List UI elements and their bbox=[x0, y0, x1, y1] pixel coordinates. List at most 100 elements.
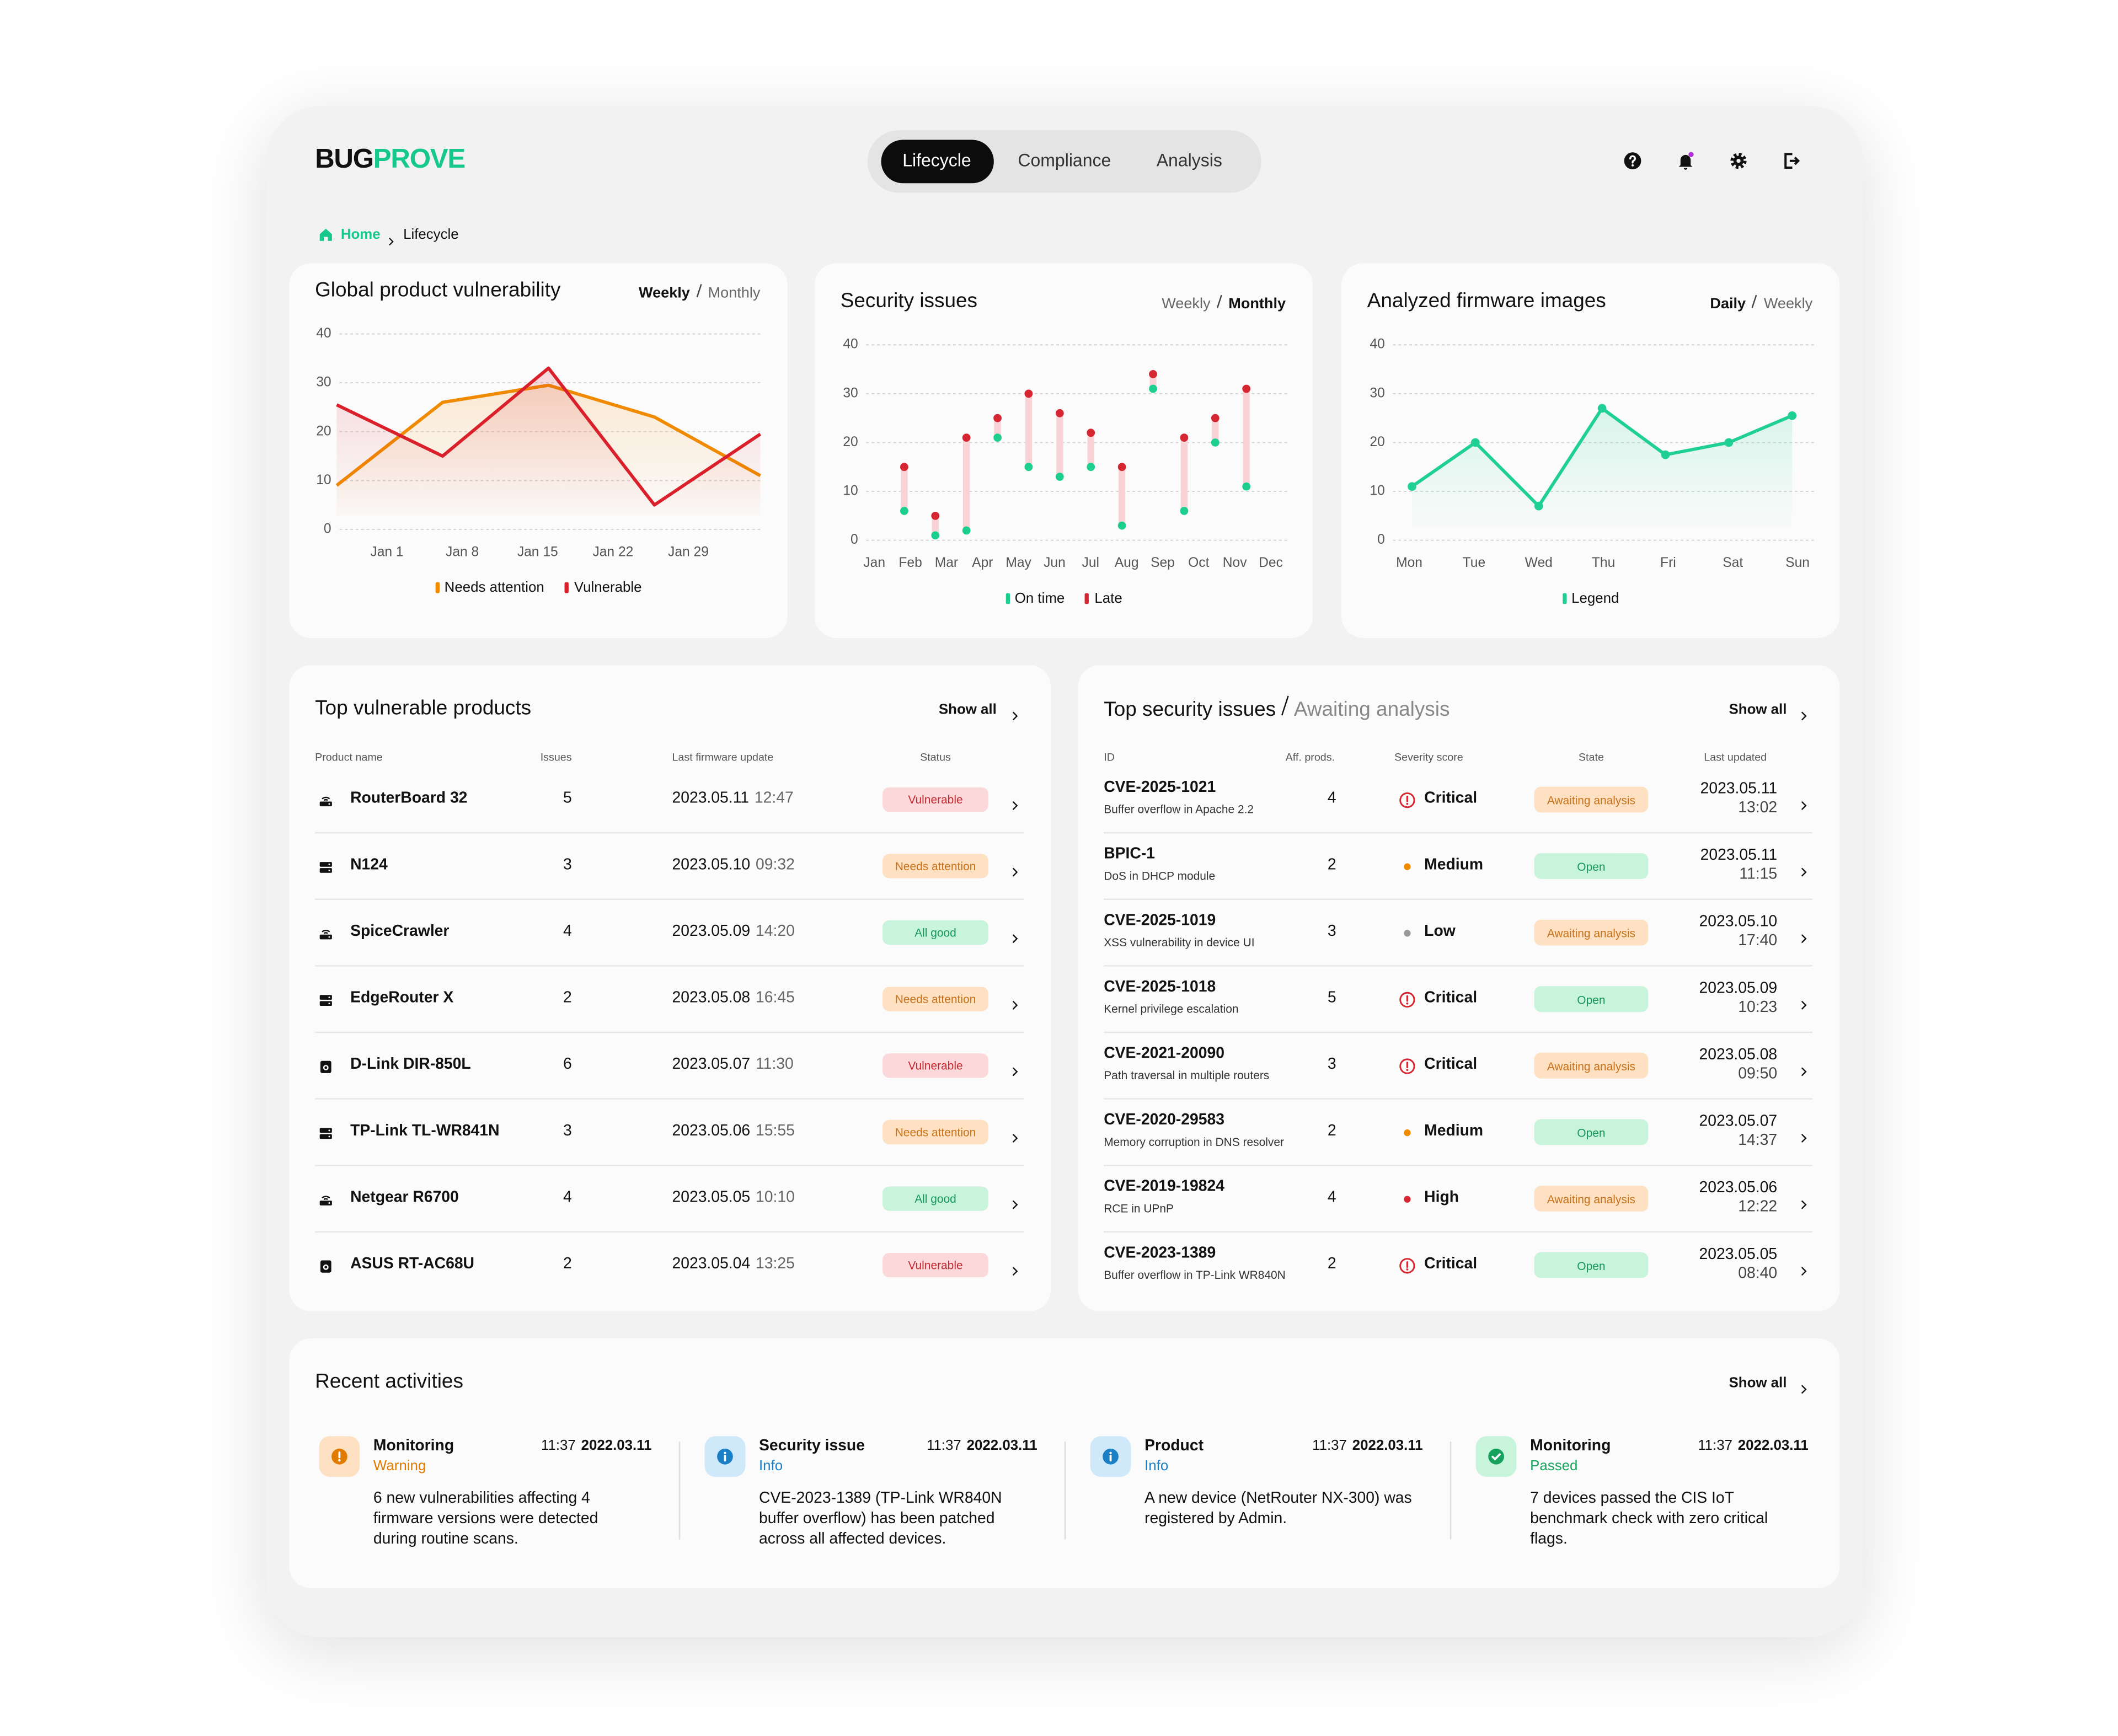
point bbox=[1242, 482, 1251, 491]
x-tick-label: Mon bbox=[1396, 555, 1422, 570]
chevron-icon[interactable] bbox=[1008, 1259, 1020, 1275]
icon-part bbox=[1405, 1267, 1408, 1270]
date: 2023.05.06 bbox=[672, 1123, 751, 1140]
help-icon[interactable] bbox=[1622, 150, 1642, 170]
tab[interactable]: Lifecycle bbox=[902, 150, 971, 170]
point bbox=[1242, 384, 1251, 393]
breadcrumb-current: Lifecycle bbox=[403, 226, 459, 243]
chevron-icon[interactable] bbox=[1797, 1377, 1809, 1393]
state-badge: Open bbox=[1534, 853, 1649, 879]
firmware-update: 2023.05.10 09:32 bbox=[672, 857, 794, 875]
chevron-icon[interactable] bbox=[1008, 704, 1020, 720]
chevron-icon[interactable] bbox=[1008, 1059, 1020, 1075]
chevron-icon[interactable] bbox=[1797, 926, 1809, 942]
bell-icon[interactable] bbox=[1675, 150, 1695, 170]
toggle-option[interactable]: Weekly bbox=[1162, 296, 1211, 313]
column-header: Status bbox=[920, 751, 951, 764]
icon-part bbox=[328, 936, 330, 938]
logout-icon[interactable] bbox=[1780, 150, 1801, 170]
toggle-option[interactable]: Daily bbox=[1710, 296, 1746, 313]
issue-id: CVE-2025-1018 bbox=[1104, 979, 1216, 996]
severity: Critical bbox=[1424, 1256, 1478, 1273]
icon-part bbox=[1736, 158, 1740, 163]
chevron-icon[interactable] bbox=[1797, 704, 1809, 720]
icon-part bbox=[1800, 1067, 1806, 1075]
icon-part bbox=[328, 803, 330, 805]
toggle-option[interactable]: Monthly bbox=[708, 285, 761, 302]
product-name: D-Link DIR-850L bbox=[350, 1057, 471, 1073]
severity-dot bbox=[1403, 1195, 1410, 1202]
icon-part bbox=[328, 1202, 330, 1204]
chevron-icon[interactable] bbox=[1008, 993, 1020, 1009]
chevron-icon[interactable] bbox=[1797, 1126, 1809, 1142]
chevron-icon[interactable] bbox=[1797, 1259, 1809, 1275]
show-all[interactable]: Show all bbox=[938, 701, 997, 719]
chevron-icon[interactable] bbox=[1797, 860, 1809, 876]
legend-item: Vulnerable bbox=[564, 580, 642, 596]
icon-part bbox=[1012, 1266, 1018, 1275]
icon-part bbox=[1405, 802, 1408, 805]
severity: High bbox=[1424, 1190, 1459, 1206]
chart-title: Analyzed firmware images bbox=[1367, 290, 1606, 313]
icon-part bbox=[1800, 711, 1806, 720]
icon-part bbox=[1103, 1448, 1119, 1465]
icon-part bbox=[1789, 156, 1799, 165]
icon-part bbox=[1623, 152, 1641, 169]
state-badge: Open bbox=[1534, 1252, 1649, 1278]
icon-part bbox=[1800, 1133, 1806, 1142]
legend-swatch bbox=[1085, 593, 1089, 604]
chevron-icon[interactable] bbox=[1797, 1192, 1809, 1209]
icon-part bbox=[1012, 1266, 1018, 1275]
breadcrumb-link[interactable]: Home bbox=[340, 226, 381, 243]
chart-title: Security issues bbox=[840, 290, 977, 313]
icon-part bbox=[389, 238, 394, 245]
icon-part bbox=[319, 868, 332, 873]
chevron-icon[interactable] bbox=[1008, 860, 1020, 876]
firmware-update: 2023.05.08 16:45 bbox=[672, 990, 794, 1008]
firmware-update: 2023.05.09 14:20 bbox=[672, 924, 794, 942]
alert-icon bbox=[1398, 990, 1415, 1008]
time: 16:45 bbox=[755, 990, 795, 1006]
icon-part bbox=[328, 996, 330, 999]
toggle-option[interactable]: Weekly bbox=[1763, 296, 1813, 313]
toggle-option[interactable]: Monthly bbox=[1228, 296, 1286, 313]
time: 14:20 bbox=[755, 923, 795, 940]
chevron-icon[interactable] bbox=[1008, 794, 1020, 810]
chart-toggle[interactable]: Weekly Monthly bbox=[639, 284, 760, 303]
date: 2022.03.11 bbox=[966, 1437, 1037, 1454]
icon-part bbox=[1800, 1000, 1806, 1009]
chart-toggle[interactable]: Daily Weekly bbox=[1710, 294, 1813, 314]
x-tick-label: Sun bbox=[1785, 555, 1810, 570]
chart-toggle[interactable]: Weekly Monthly bbox=[1162, 294, 1286, 314]
activity-time: 11:37 2022.03.11 bbox=[1698, 1438, 1809, 1454]
gear-icon[interactable] bbox=[1727, 150, 1748, 170]
icon-part bbox=[1012, 711, 1018, 720]
x-tick-label: Thu bbox=[1592, 555, 1615, 570]
tab[interactable]: Analysis bbox=[1156, 150, 1222, 170]
icon-part bbox=[319, 862, 332, 873]
toggle-option[interactable]: Weekly bbox=[639, 285, 690, 302]
show-all[interactable]: Show all bbox=[1729, 701, 1787, 719]
status-badge: Needs attention bbox=[882, 854, 988, 878]
show-all[interactable]: Show all bbox=[1729, 1375, 1787, 1391]
icon-part bbox=[1399, 791, 1415, 807]
point bbox=[1117, 463, 1126, 471]
chevron-icon[interactable] bbox=[1008, 1126, 1020, 1142]
legend-item: On time bbox=[1005, 591, 1065, 607]
chevron-icon[interactable] bbox=[1797, 794, 1809, 810]
icon-part bbox=[324, 1266, 328, 1269]
chevron-icon[interactable] bbox=[1008, 926, 1020, 942]
chevron-icon[interactable] bbox=[1008, 1192, 1020, 1209]
icon-part bbox=[322, 1196, 330, 1199]
chevron-icon[interactable] bbox=[1797, 993, 1809, 1009]
range-bar bbox=[901, 467, 908, 511]
tab[interactable]: Compliance bbox=[1018, 150, 1111, 170]
row-divider bbox=[1104, 832, 1813, 834]
time: 11:30 bbox=[755, 1057, 794, 1073]
status-badge: Vulnerable bbox=[882, 1252, 988, 1278]
y-tick-label: 40 bbox=[843, 337, 858, 352]
point bbox=[931, 531, 940, 540]
chevron-icon[interactable] bbox=[1797, 1059, 1809, 1075]
warning-icon bbox=[330, 1447, 349, 1466]
legend-label: Needs attention bbox=[444, 579, 544, 596]
